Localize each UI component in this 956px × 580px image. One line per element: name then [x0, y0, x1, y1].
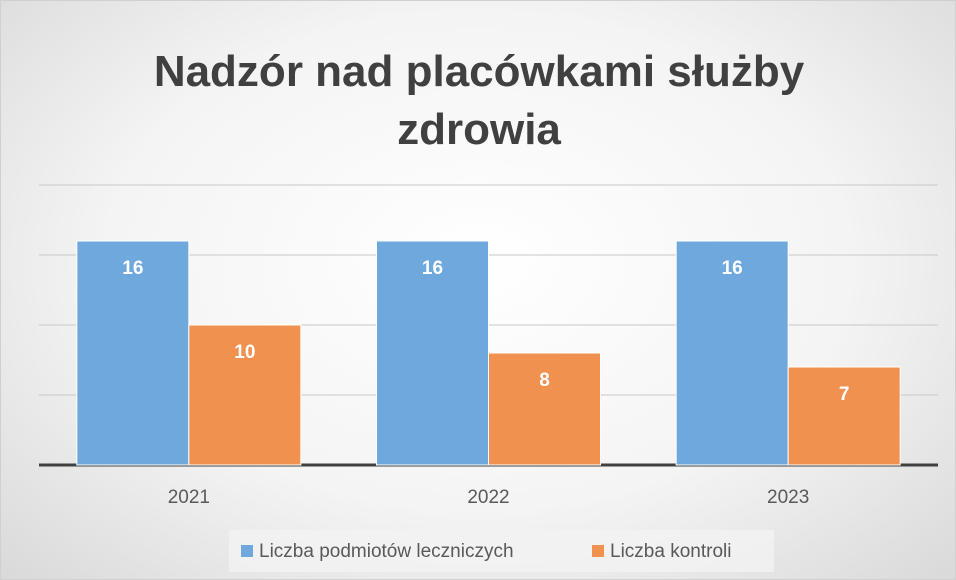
- bar: [76, 240, 190, 466]
- data-label: 16: [122, 258, 143, 279]
- legend-swatch: [241, 545, 253, 557]
- legend-label: Liczba podmiotów leczniczych: [259, 541, 514, 562]
- bar: [675, 240, 789, 466]
- legend-box: [229, 530, 774, 572]
- x-tick-label: 2023: [767, 487, 809, 508]
- x-tick-label: 2022: [467, 487, 509, 508]
- bar: [787, 366, 901, 466]
- data-label: 16: [722, 258, 743, 279]
- data-label: 7: [839, 384, 850, 405]
- x-tick-label: 2021: [168, 487, 210, 508]
- data-label: 10: [234, 342, 255, 363]
- chart-title: Nadzór nad placówkami służby zdrowia: [153, 47, 805, 154]
- legend-swatch: [592, 545, 604, 557]
- legend-label: Liczba kontroli: [610, 541, 731, 562]
- bar: [376, 240, 489, 466]
- data-label: 8: [539, 370, 550, 391]
- bar: [188, 324, 302, 466]
- data-label: 16: [422, 258, 443, 279]
- bar: [488, 352, 601, 466]
